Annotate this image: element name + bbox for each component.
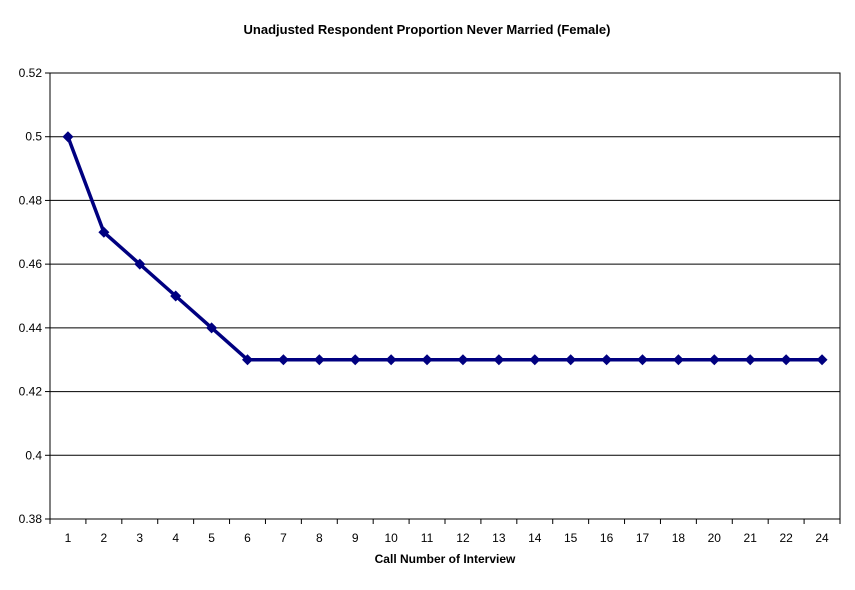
x-tick-label: 20	[708, 531, 722, 545]
y-tick-label: 0.52	[19, 66, 43, 80]
x-tick-label: 4	[172, 531, 179, 545]
x-tick-label: 21	[744, 531, 758, 545]
data-point	[601, 354, 613, 366]
y-tick-label: 0.5	[25, 130, 42, 144]
x-axis-label: Call Number of Interview	[375, 552, 516, 566]
data-point	[242, 354, 253, 366]
data-point	[708, 354, 720, 366]
x-tick-label: 22	[779, 531, 793, 545]
x-tick-label: 12	[456, 531, 470, 545]
data-point	[170, 290, 182, 302]
data-point	[134, 258, 146, 270]
y-tick-label: 0.4	[25, 448, 42, 462]
chart-title: Unadjusted Respondent Proportion Never M…	[244, 22, 611, 37]
data-point	[493, 354, 505, 366]
y-tick-label: 0.42	[19, 385, 43, 399]
data-point	[421, 354, 433, 366]
plot-area	[49, 72, 841, 520]
data-point	[349, 354, 361, 366]
data-point	[62, 131, 74, 143]
data-point	[816, 354, 828, 366]
x-tick-label: 3	[136, 531, 143, 545]
x-tick-label: 9	[352, 531, 359, 545]
x-tick-label: 14	[528, 531, 542, 545]
x-tick-label: 6	[244, 531, 251, 545]
data-point	[313, 354, 325, 366]
x-tick-label: 2	[101, 531, 108, 545]
y-tick-label: 0.38	[19, 512, 43, 526]
data-point	[672, 354, 684, 366]
x-tick-label: 10	[384, 531, 398, 545]
y-tick-label: 0.46	[19, 257, 43, 271]
data-point	[98, 226, 110, 238]
data-point	[744, 354, 756, 366]
x-tick-label: 5	[208, 531, 215, 545]
y-tick-label: 0.44	[19, 321, 43, 335]
data-point	[780, 354, 792, 366]
x-tick-label: 24	[815, 531, 829, 545]
data-point	[457, 354, 469, 366]
y-tick-label: 0.48	[19, 193, 43, 207]
data-point	[206, 322, 218, 334]
x-tick-label: 18	[672, 531, 686, 545]
data-point	[529, 354, 541, 366]
x-tick-label: 17	[636, 531, 650, 545]
data-point	[565, 354, 577, 366]
x-tick-label: 11	[421, 531, 434, 545]
x-tick-label: 15	[564, 531, 578, 545]
data-point	[385, 354, 397, 366]
x-tick-label: 8	[316, 531, 323, 545]
data-point	[277, 354, 289, 366]
x-tick-label: 1	[65, 531, 72, 545]
series-line	[66, 136, 823, 362]
data-point	[637, 354, 648, 366]
x-tick-label: 16	[600, 531, 614, 545]
x-tick-label: 13	[492, 531, 506, 545]
x-tick-label: 7	[280, 531, 287, 545]
